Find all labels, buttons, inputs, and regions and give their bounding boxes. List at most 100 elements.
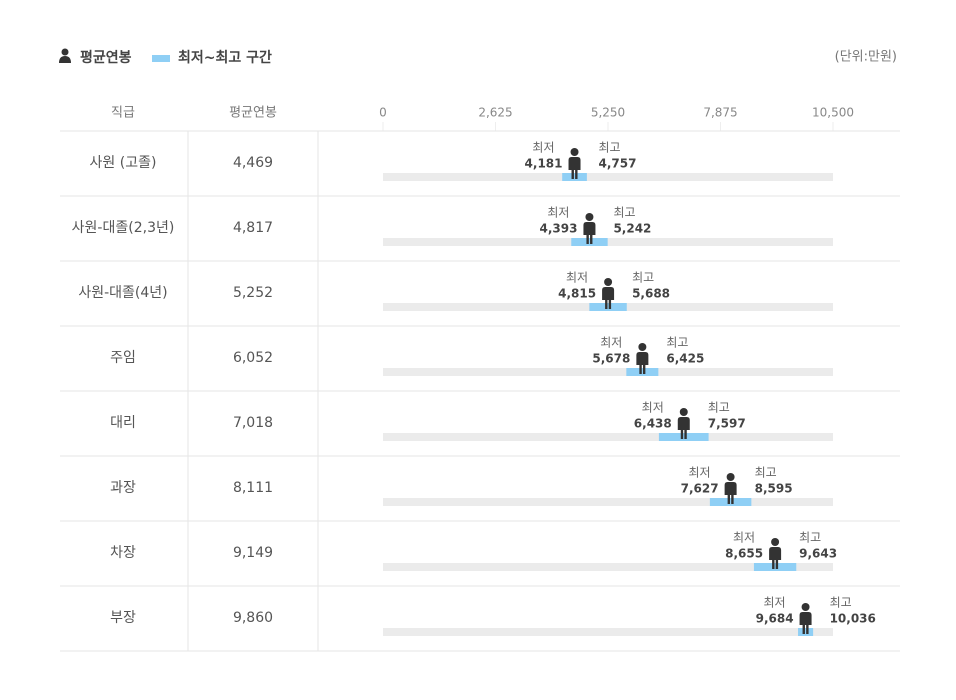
track	[383, 628, 833, 636]
marker-body	[799, 612, 812, 634]
track	[383, 433, 833, 441]
category-label: 사원-대졸(4년)	[78, 285, 167, 301]
average-label: 4,469	[233, 155, 273, 171]
low-title: 최저	[689, 466, 711, 480]
average-marker	[724, 473, 737, 504]
x-tick-label: 2,625	[478, 106, 512, 120]
marker-head	[638, 343, 647, 351]
low-label: 7,627	[681, 482, 719, 496]
average-label: 7,018	[233, 415, 273, 431]
marker-head	[585, 213, 594, 221]
range-bar	[589, 303, 627, 311]
low-title: 최저	[763, 596, 785, 610]
marker-head	[801, 603, 810, 611]
high-title: 최고	[613, 206, 635, 220]
average-marker	[677, 408, 690, 439]
high-title: 최고	[830, 596, 852, 610]
average-marker	[636, 343, 649, 374]
average-marker	[602, 278, 615, 309]
category-label: 과장	[110, 480, 136, 496]
low-label: 4,393	[539, 222, 577, 236]
marker-body	[724, 482, 737, 504]
low-label: 4,181	[525, 157, 563, 171]
high-label: 10,036	[830, 612, 876, 626]
legend-icon-head	[61, 48, 69, 56]
average-label: 8,111	[233, 480, 273, 496]
high-label: 9,643	[799, 547, 837, 561]
high-title: 최고	[755, 466, 777, 480]
average-marker	[568, 148, 581, 179]
category-label: 사원-대졸(2,3년)	[72, 220, 175, 236]
marker-body	[677, 417, 690, 439]
legend-label: 최저~최고 구간	[178, 49, 272, 66]
average-label: 5,252	[233, 285, 273, 301]
average-marker	[583, 213, 596, 244]
category-label: 주임	[110, 350, 136, 366]
high-label: 8,595	[755, 482, 793, 496]
range-bar	[798, 628, 814, 636]
high-title: 최고	[666, 336, 688, 350]
high-title: 최고	[708, 401, 730, 415]
column-header: 평균연봉	[229, 106, 277, 121]
marker-body	[602, 287, 615, 309]
marker-body	[636, 352, 649, 374]
low-label: 6,438	[634, 417, 672, 431]
track	[383, 173, 833, 181]
low-title: 최저	[733, 531, 755, 545]
legend-label: 평균연봉	[80, 49, 132, 66]
high-label: 7,597	[708, 417, 746, 431]
unit-note: (단위:만원)	[835, 50, 897, 65]
marker-body	[583, 222, 596, 244]
range-bar	[753, 563, 797, 571]
x-tick-label: 7,875	[703, 106, 737, 120]
range-bar	[658, 433, 709, 441]
high-title: 최고	[799, 531, 821, 545]
marker-head	[570, 148, 579, 156]
average-label: 9,149	[233, 545, 273, 561]
legend: 평균연봉 최저~최고 구간	[59, 48, 272, 66]
column-header: 직급	[111, 106, 135, 121]
low-title: 최저	[642, 401, 664, 415]
legend-swatch	[152, 55, 170, 62]
category-label: 부장	[110, 610, 136, 626]
average-marker	[799, 603, 812, 634]
marker-head	[604, 278, 613, 286]
average-label: 6,052	[233, 350, 273, 366]
x-tick-label: 10,500	[812, 106, 854, 120]
low-label: 5,678	[592, 352, 630, 366]
high-label: 5,688	[632, 287, 670, 301]
low-title: 최저	[532, 141, 554, 155]
category-label: 대리	[110, 415, 136, 431]
marker-head	[771, 538, 780, 546]
average-marker	[769, 538, 782, 569]
marker-head	[679, 408, 688, 416]
track	[383, 238, 833, 246]
low-title: 최저	[547, 206, 569, 220]
low-title: 최저	[566, 271, 588, 285]
category-label: 차장	[110, 545, 136, 561]
range-bar	[571, 238, 608, 246]
low-label: 9,684	[756, 612, 794, 626]
average-label: 4,817	[233, 220, 273, 236]
high-title: 최고	[632, 271, 654, 285]
marker-body	[568, 157, 581, 179]
category-label: 사원 (고졸)	[90, 155, 157, 171]
track	[383, 498, 833, 506]
high-label: 4,757	[599, 157, 637, 171]
low-label: 4,815	[558, 287, 596, 301]
x-tick-label: 0	[379, 106, 387, 120]
high-title: 최고	[599, 141, 621, 155]
range-bar	[562, 173, 587, 181]
track	[383, 563, 833, 571]
range-bar	[709, 498, 752, 506]
marker-head	[726, 473, 735, 481]
high-label: 6,425	[666, 352, 704, 366]
low-label: 8,655	[725, 547, 763, 561]
high-label: 5,242	[613, 222, 651, 236]
low-title: 최저	[600, 336, 622, 350]
track	[383, 368, 833, 376]
range-bar	[626, 368, 659, 376]
legend-icon-body	[59, 56, 71, 63]
x-tick-label: 5,250	[591, 106, 625, 120]
